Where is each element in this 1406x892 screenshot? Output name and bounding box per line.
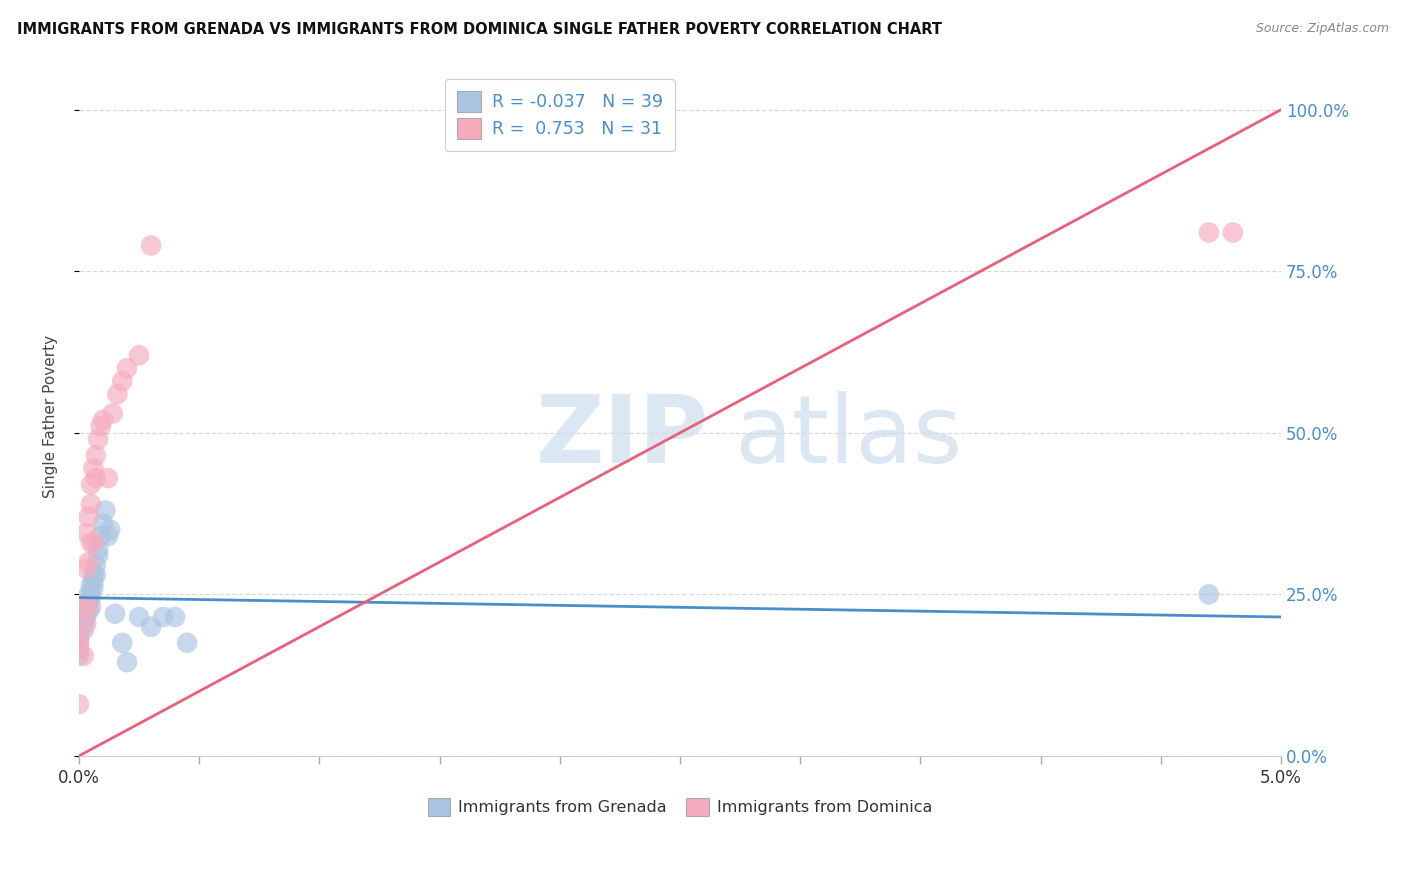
Point — [82, 581, 104, 595]
Point — [82, 568, 104, 582]
Point — [67, 623, 90, 637]
Point — [77, 600, 100, 615]
Point — [67, 642, 90, 657]
Point — [77, 594, 100, 608]
Point — [98, 523, 121, 537]
Point — [87, 549, 110, 563]
Point — [97, 471, 120, 485]
Point — [111, 636, 134, 650]
Point — [82, 535, 104, 549]
Text: Source: ZipAtlas.com: Source: ZipAtlas.com — [1256, 22, 1389, 36]
Point — [104, 607, 127, 621]
Point — [91, 516, 114, 531]
Point — [77, 509, 100, 524]
Y-axis label: Single Father Poverty: Single Father Poverty — [44, 335, 58, 499]
Text: atlas: atlas — [734, 391, 962, 483]
Point — [84, 558, 107, 573]
Point — [165, 610, 187, 624]
Point — [67, 697, 90, 711]
Point — [90, 419, 112, 434]
Point — [82, 461, 104, 475]
Point — [80, 584, 103, 599]
Point — [73, 610, 96, 624]
Point — [75, 610, 97, 624]
Point — [80, 591, 103, 605]
Point — [1198, 226, 1220, 240]
Point — [73, 648, 96, 663]
Point — [80, 535, 103, 549]
Point — [91, 413, 114, 427]
Point — [87, 432, 110, 446]
Point — [111, 374, 134, 388]
Point — [75, 597, 97, 611]
Point — [152, 610, 174, 624]
Point — [128, 610, 150, 624]
Point — [115, 361, 138, 376]
Text: ZIP: ZIP — [536, 391, 709, 483]
Point — [80, 497, 103, 511]
Point — [77, 587, 100, 601]
Point — [77, 555, 100, 569]
Point — [107, 387, 129, 401]
Point — [67, 629, 90, 643]
Point — [80, 477, 103, 491]
Point — [128, 348, 150, 362]
Point — [80, 577, 103, 591]
Point — [1198, 587, 1220, 601]
Point — [75, 561, 97, 575]
Legend: Immigrants from Grenada, Immigrants from Dominica: Immigrants from Grenada, Immigrants from… — [422, 791, 938, 822]
Point — [73, 600, 96, 615]
Point — [176, 636, 198, 650]
Point — [84, 471, 107, 485]
Point — [75, 616, 97, 631]
Point — [97, 529, 120, 543]
Point — [87, 542, 110, 557]
Point — [73, 623, 96, 637]
Point — [90, 529, 112, 543]
Point — [67, 642, 90, 657]
Point — [84, 568, 107, 582]
Point — [139, 620, 162, 634]
Point — [75, 603, 97, 617]
Point — [84, 449, 107, 463]
Point — [77, 603, 100, 617]
Point — [67, 636, 90, 650]
Point — [82, 574, 104, 589]
Point — [80, 600, 103, 615]
Point — [101, 407, 124, 421]
Text: IMMIGRANTS FROM GRENADA VS IMMIGRANTS FROM DOMINICA SINGLE FATHER POVERTY CORREL: IMMIGRANTS FROM GRENADA VS IMMIGRANTS FR… — [17, 22, 942, 37]
Point — [1222, 226, 1244, 240]
Point — [75, 526, 97, 541]
Point — [73, 616, 96, 631]
Point — [67, 629, 90, 643]
Point — [139, 238, 162, 252]
Point — [115, 655, 138, 669]
Point — [94, 503, 117, 517]
Point — [67, 636, 90, 650]
Point — [67, 648, 90, 663]
